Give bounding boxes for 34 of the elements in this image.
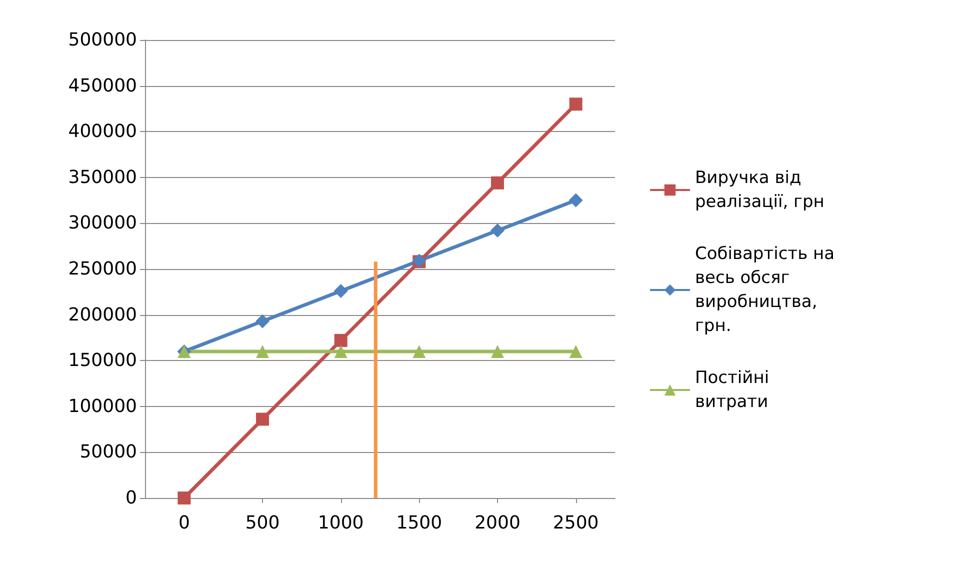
y-tick-label: 150000 <box>68 350 137 372</box>
legend-label: Собівартість на весь обсяг виробництва, грн. <box>695 244 840 336</box>
point <box>178 492 191 504</box>
point <box>568 193 583 208</box>
point <box>334 334 348 347</box>
point <box>491 344 504 358</box>
point <box>334 344 348 358</box>
point <box>490 224 504 238</box>
x-tick-label: 0 <box>178 512 190 534</box>
legend-label: Виручка від реалізації, грн <box>695 168 824 212</box>
y-tick-label: 0 <box>126 488 137 508</box>
legend-label: Постійні витрати <box>695 368 774 412</box>
x-tick-label: 1000 <box>318 512 364 534</box>
y-tick-label: 300000 <box>68 212 137 234</box>
point <box>334 284 348 298</box>
point <box>569 98 582 111</box>
point <box>256 314 270 328</box>
point <box>491 176 504 190</box>
y-tick-label: 200000 <box>68 304 137 326</box>
y-tick-label: 50000 <box>80 442 137 463</box>
x-tick-label: 2500 <box>552 512 599 534</box>
y-tick-label: 250000 <box>68 258 137 280</box>
point <box>412 344 426 358</box>
x-tick-label: 2000 <box>474 512 520 534</box>
y-tick-label: 400000 <box>68 121 137 142</box>
x-tick-label: 1500 <box>396 512 442 534</box>
y-tick-label: 500000 <box>68 30 137 50</box>
y-tick-label: 350000 <box>68 166 137 188</box>
point <box>569 344 582 358</box>
y-tick-label: 100000 <box>68 396 137 417</box>
point <box>256 344 269 358</box>
x-tick-label: 500 <box>245 512 280 534</box>
y-tick-label: 450000 <box>68 75 137 96</box>
point <box>256 412 269 426</box>
